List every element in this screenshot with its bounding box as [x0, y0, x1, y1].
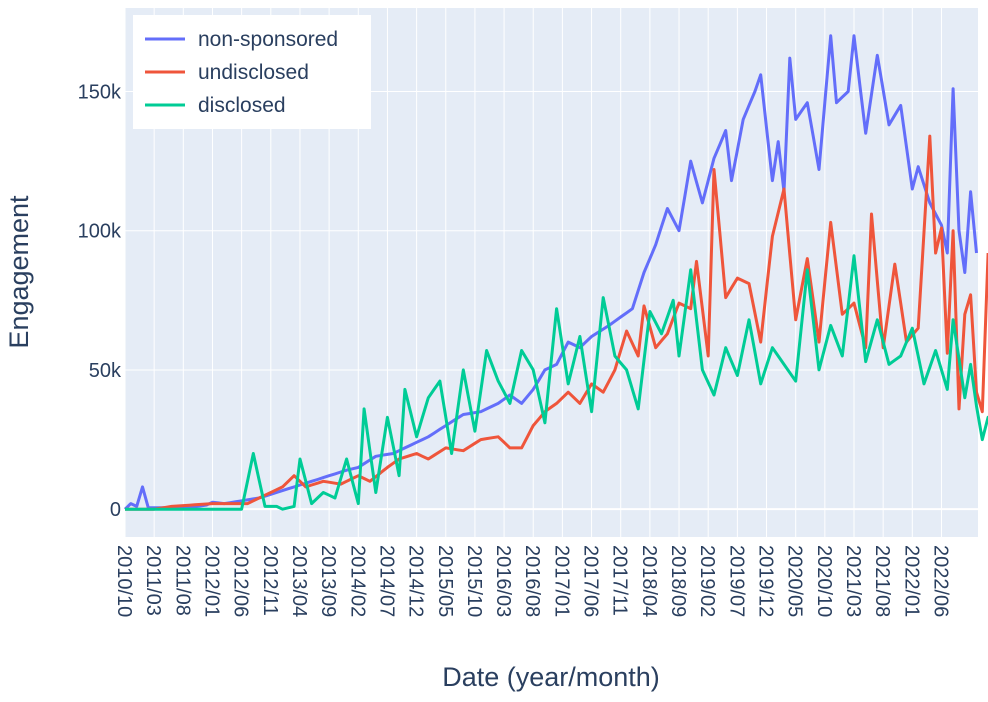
x-tick-label: 2016/03: [492, 545, 514, 617]
x-tick-label: 2014/02: [346, 545, 368, 617]
legend: non-sponsored undisclosed disclosed: [133, 15, 371, 129]
x-tick-label: 2012/11: [259, 545, 281, 616]
x-tick-label: 2022/01: [900, 545, 922, 617]
x-tick-label: 2019/07: [725, 545, 747, 617]
x-tick-label: 2022/06: [930, 545, 952, 617]
x-tick-label: 2017/11: [609, 545, 631, 616]
x-tick-label: 2013/09: [317, 545, 339, 617]
x-tick-label: 2021/08: [871, 545, 893, 617]
legend-label: undisclosed: [198, 61, 309, 84]
legend-label: non-sponsored: [198, 28, 338, 51]
x-tick-label: 2013/04: [288, 545, 310, 617]
x-tick-label: 2012/01: [201, 545, 223, 617]
x-tick-label: 2014/07: [375, 545, 397, 617]
x-tick-label: 2011/03: [142, 545, 164, 616]
x-tick-label: 2017/01: [550, 545, 572, 617]
y-tick-labels: 0 50k 100k 150k: [78, 82, 122, 522]
x-tick-label: 2017/06: [580, 545, 602, 617]
series-layer: [123, 34, 988, 511]
x-tick-label: 2015/10: [463, 545, 485, 617]
x-tick-label: 2016/08: [521, 545, 543, 617]
x-tick-label: 2021/03: [842, 545, 864, 617]
series-line-undisclosed: [125, 134, 988, 511]
x-tick-label: 2015/05: [434, 545, 456, 617]
x-tick-label: 2019/02: [696, 545, 718, 617]
x-tick-label: 2018/04: [638, 545, 660, 617]
y-tick-label: 100k: [78, 221, 122, 243]
legend-label: disclosed: [198, 94, 286, 117]
x-tick-label: 2020/10: [813, 545, 835, 617]
legend-items: non-sponsored undisclosed disclosed: [145, 28, 338, 117]
y-axis-title: Engagement: [4, 195, 34, 349]
y-tick-label: 50k: [89, 360, 122, 382]
x-axis-title: Date (year/month): [442, 662, 660, 692]
x-tick-label: 2019/12: [755, 545, 777, 617]
x-tick-label: 2014/12: [405, 545, 427, 617]
x-tick-label: 2011/08: [171, 545, 193, 616]
x-tick-label: 2012/06: [230, 545, 252, 617]
x-tick-label: 2020/05: [784, 545, 806, 617]
x-tick-labels: 2010/10 2011/03 2011/08 2012/01 2012/06 2012/…: [113, 545, 952, 617]
x-tick-label: 2010/10: [113, 545, 135, 617]
x-tick-label: 2018/09: [667, 545, 689, 617]
y-tick-label: 0: [110, 499, 121, 521]
series-line-disclosed: [125, 254, 988, 511]
y-tick-label: 150k: [78, 82, 122, 104]
